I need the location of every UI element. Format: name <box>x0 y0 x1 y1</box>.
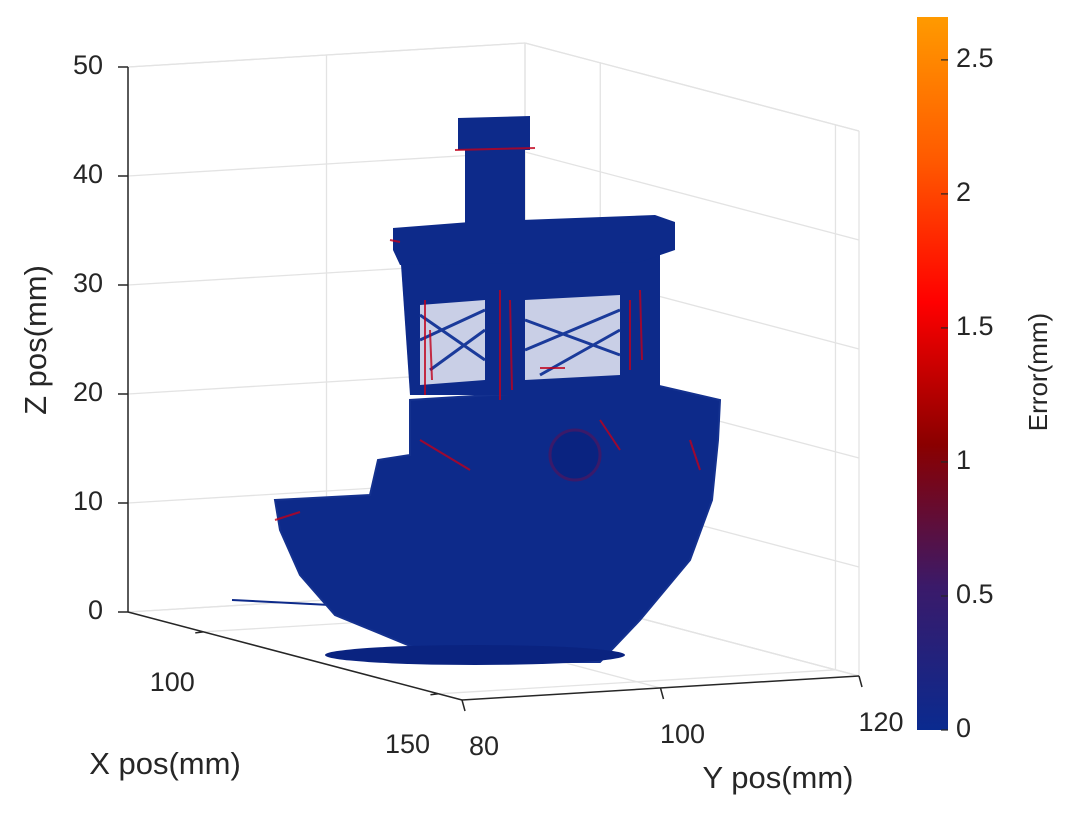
grid-line <box>524 151 860 241</box>
grid-line <box>524 42 860 132</box>
window-struts <box>419 308 621 377</box>
toolpath-model <box>231 116 722 665</box>
y-tick-label: 80 <box>469 731 499 761</box>
roof <box>393 215 675 265</box>
z-tick-label: 0 <box>88 595 103 625</box>
error-highlights <box>274 147 701 521</box>
y-tick-label: 120 <box>858 707 903 737</box>
hull-shadow <box>325 645 625 665</box>
hull <box>273 383 722 663</box>
z-tick-label: 40 <box>73 159 103 189</box>
chimney <box>465 138 525 225</box>
axes: 0 10 20 30 40 50 100 150 80 100 120 <box>73 50 904 761</box>
z-tick-label: 30 <box>73 268 103 298</box>
colorbar-tick-label: 0.5 <box>956 579 994 609</box>
z-tick-label: 10 <box>73 486 103 516</box>
y-tick <box>659 687 665 700</box>
porthole <box>548 428 602 482</box>
x-axis <box>127 611 463 701</box>
colorbar-label: Error(mm) <box>1023 313 1053 431</box>
x-tick-label: 150 <box>385 729 430 759</box>
colorbar-tick-label: 1.5 <box>956 311 994 341</box>
chimney-top <box>458 116 530 150</box>
y-axis-label: Y pos(mm) <box>702 760 853 795</box>
colorbar-tick-label: 0 <box>956 713 971 743</box>
colorbar <box>917 17 948 730</box>
floor-path <box>231 599 331 606</box>
y-tick <box>461 699 466 712</box>
z-axis-label: Z pos(mm) <box>18 265 53 415</box>
x-tick-label: 100 <box>150 667 195 697</box>
colorbar-tick-label: 1 <box>956 445 971 475</box>
x-axis-label: X pos(mm) <box>89 746 241 781</box>
colorbar-tick-label: 2.5 <box>956 43 994 73</box>
z-tick-label: 50 <box>73 50 103 80</box>
y-tick-label: 100 <box>660 719 705 749</box>
y-tick <box>858 675 863 688</box>
z-tick-label: 20 <box>73 377 103 407</box>
colorbar-tick-label: 2 <box>956 177 971 207</box>
y-axis <box>461 675 860 701</box>
